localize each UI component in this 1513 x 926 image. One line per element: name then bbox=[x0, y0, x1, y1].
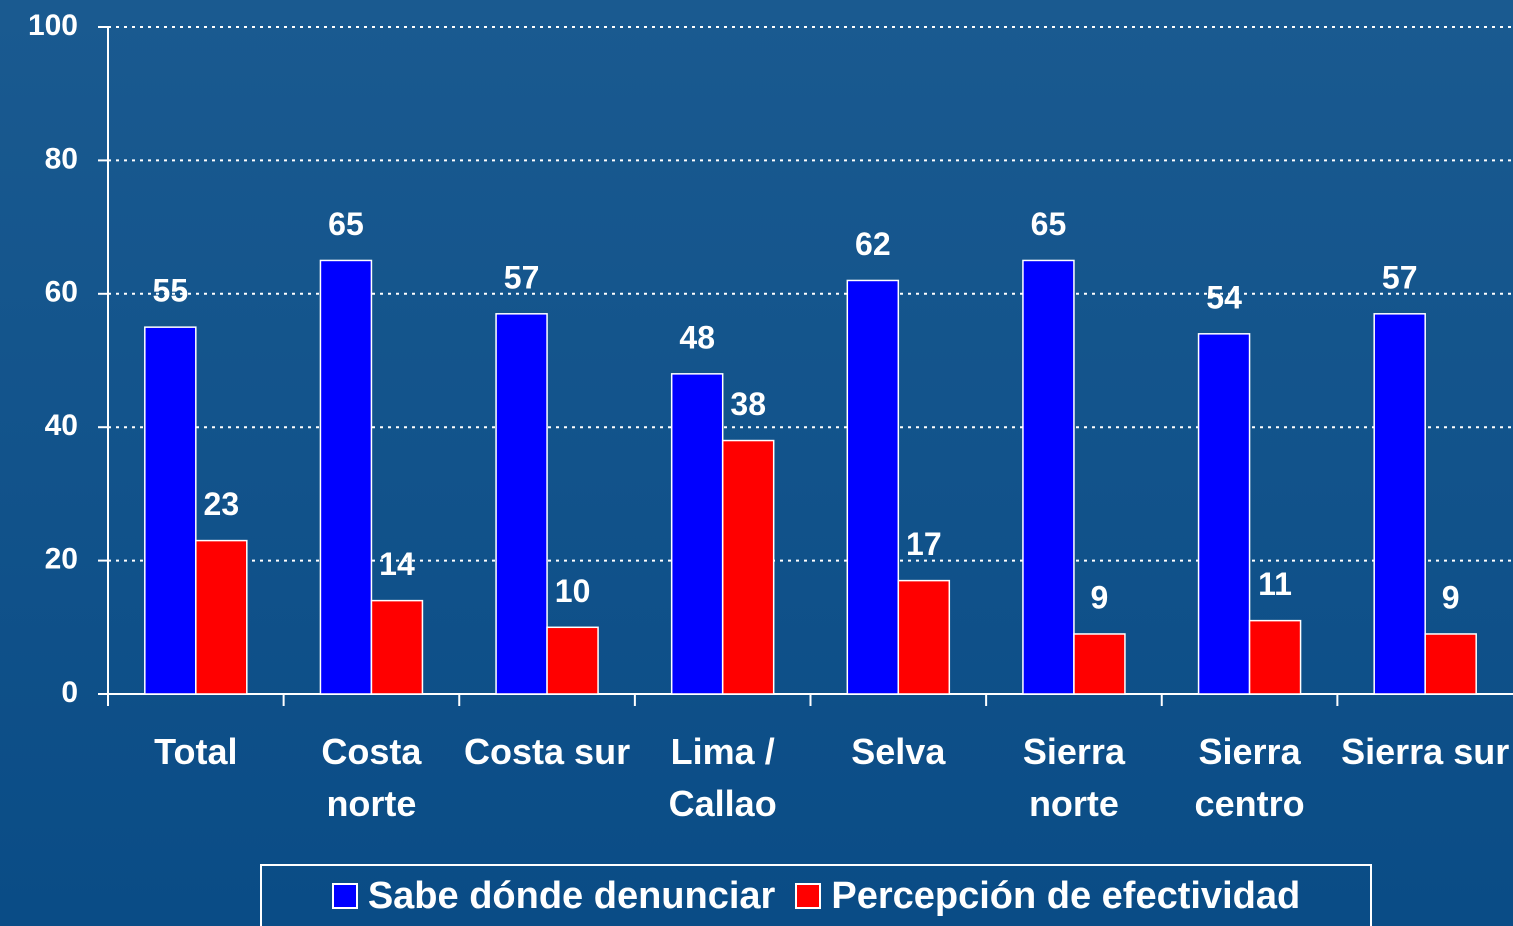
bar bbox=[721, 439, 775, 695]
x-tick-label: Costa norte bbox=[321, 731, 422, 824]
data-label: 65 bbox=[1031, 206, 1067, 242]
data-label: 57 bbox=[1382, 259, 1418, 295]
data-label: 54 bbox=[1206, 279, 1242, 315]
data-label: 10 bbox=[555, 573, 591, 609]
y-tick-label: 80 bbox=[45, 142, 78, 175]
bar bbox=[1424, 633, 1477, 695]
x-tick-label: Lima / Callao bbox=[668, 731, 777, 824]
legend-item: Percepción de efectividad bbox=[795, 875, 1300, 918]
legend-label: Percepción de efectividad bbox=[831, 874, 1301, 917]
data-label: 11 bbox=[1258, 566, 1292, 602]
y-tick-label: 20 bbox=[45, 543, 78, 576]
bar bbox=[1022, 259, 1075, 695]
data-label: 55 bbox=[153, 273, 189, 309]
data-label: 9 bbox=[1091, 579, 1109, 615]
x-tick-label: Costa sur bbox=[464, 731, 631, 772]
legend-item: Sabe dónde denunciar bbox=[331, 874, 776, 918]
x-tick-label: Total bbox=[154, 731, 238, 772]
x-tick-label: Sierra sur bbox=[1341, 731, 1510, 772]
bar bbox=[144, 326, 197, 695]
bar bbox=[1197, 333, 1251, 695]
data-label: 38 bbox=[730, 386, 766, 422]
bar bbox=[546, 626, 599, 695]
data-label: 23 bbox=[204, 486, 240, 522]
legend-label: Sabe dónde denunciar bbox=[367, 874, 776, 917]
bar bbox=[370, 599, 424, 695]
x-tick-label: Selva bbox=[851, 731, 946, 772]
bar bbox=[1248, 619, 1302, 695]
legend-swatch bbox=[331, 883, 358, 909]
y-tick-label: 100 bbox=[28, 9, 78, 42]
data-label: 57 bbox=[504, 259, 540, 295]
data-label: 17 bbox=[906, 526, 942, 562]
bar bbox=[319, 259, 373, 695]
data-label: 9 bbox=[1442, 579, 1460, 615]
x-tick-label: Sierra norte bbox=[1022, 731, 1125, 824]
bar bbox=[897, 579, 951, 695]
y-tick-label: 0 bbox=[61, 676, 78, 709]
bar bbox=[1073, 633, 1126, 695]
y-tick-label: 60 bbox=[45, 276, 78, 309]
legend: Sabe dónde denunciar Percepción de efecti… bbox=[260, 864, 1372, 926]
data-label: 62 bbox=[855, 226, 891, 262]
data-label: 14 bbox=[379, 546, 415, 582]
y-tick-label: 40 bbox=[45, 409, 78, 442]
legend-swatch bbox=[795, 883, 822, 909]
x-tick-label: Sierra centro bbox=[1194, 731, 1305, 824]
bar bbox=[195, 539, 248, 695]
bar bbox=[846, 279, 900, 695]
bar bbox=[495, 313, 548, 695]
bar bbox=[1373, 313, 1426, 695]
data-label: 48 bbox=[679, 319, 715, 355]
bar bbox=[670, 373, 724, 695]
data-label: 65 bbox=[328, 206, 364, 242]
